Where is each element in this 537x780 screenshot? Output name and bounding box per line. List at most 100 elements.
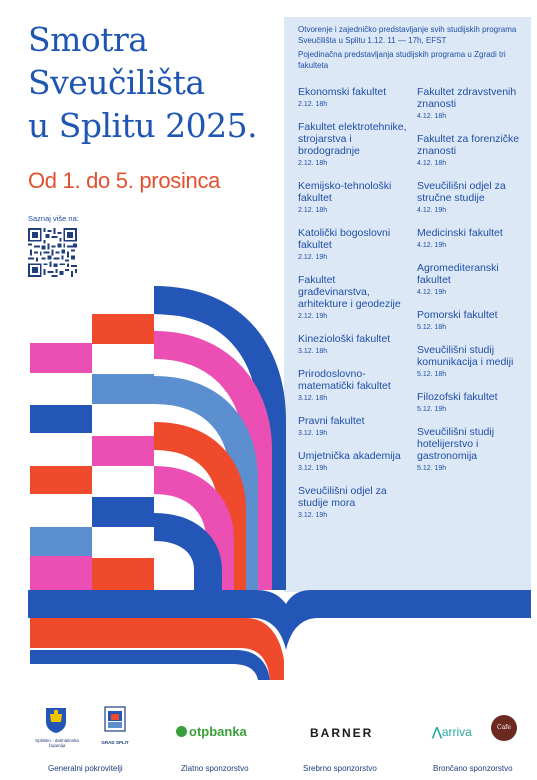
faculty-date: 2.12. 18h: [298, 160, 328, 167]
faculty-date: 3.12. 18h: [298, 395, 328, 402]
faculty-date: 3.12. 18h: [298, 348, 328, 355]
intro-individual: Pojedinačna predstavljanja studijskih pr…: [298, 50, 506, 70]
faculty-name: Sveučilišni studij hotelijerstvo i gastr…: [417, 426, 495, 462]
faculty-date: 4.12. 18h: [417, 113, 447, 120]
city-split-logo-icon[interactable]: [104, 706, 126, 734]
curve-red-1: [153, 422, 246, 590]
block-red-2: [92, 314, 154, 344]
curve-pink-1: [153, 331, 272, 590]
faculty-item: Pomorski fakultet 5.12. 18h: [417, 309, 527, 333]
faculty-name: Sveučilišni odjel za stručne studije: [417, 180, 506, 204]
faculty-item: Ekonomski fakultet 2.12. 18h: [298, 86, 408, 110]
qr-code-icon[interactable]: [28, 228, 77, 277]
title-line-1: Smotra: [28, 20, 148, 59]
faculty-date: 2.12. 18h: [298, 101, 328, 108]
faculty-item: Pravni fakultet 3.12. 19h: [298, 415, 408, 439]
bottom-curves-left: [30, 650, 270, 680]
curve-light-1: [153, 376, 258, 590]
title-line-3: u Splitu 2025.: [28, 106, 258, 145]
faculty-name: Pravni fakultet: [298, 415, 365, 427]
page-red-bottom: [30, 618, 284, 680]
faculty-date: 3.12. 19h: [298, 430, 328, 437]
block-pink-2: [92, 436, 154, 466]
barner-logo[interactable]: BARNER: [310, 726, 374, 740]
faculty-name: Kineziološki fakultet: [298, 333, 391, 345]
arriva-logo[interactable]: ⋀arriva: [432, 725, 472, 739]
faculty-name: Medicinski fakultet: [417, 227, 503, 239]
arriva-mark-icon: ⋀: [432, 725, 442, 739]
faculty-name: Kemijsko-tehnološki fakultet: [298, 180, 392, 204]
county-logo-icon[interactable]: [44, 706, 68, 734]
faculty-name: Fakultet građevinarstva, arhitekture i g…: [298, 274, 401, 310]
otp-swirl-icon: [176, 726, 187, 737]
cafe-mio-logo[interactable]: Cafe mio: [491, 715, 517, 757]
faculty-name: Ekonomski fakultet: [298, 86, 387, 98]
curve-blue-2: [153, 513, 222, 590]
faculty-date: 4.12. 18h: [417, 160, 447, 167]
faculty-date: 5.12. 19h: [417, 406, 447, 413]
faculty-date: 5.12. 18h: [417, 371, 447, 378]
faculty-name: Sveučilišni studij komunikacija i mediji: [417, 344, 514, 368]
faculty-item: Fakultet zdravstvenih znanosti 4.12. 18h: [417, 86, 527, 122]
curve-pink-2: [153, 466, 234, 590]
faculty-name: Sveučilišni odjel za studije mora: [298, 485, 387, 509]
faculty-item: Sveučilišni studij hotelijerstvo i gastr…: [417, 426, 527, 474]
block-light-blue-2: [92, 374, 154, 404]
faculty-date: 3.12. 19h: [298, 512, 328, 519]
faculty-item: Sveučilišni odjel za stručne studije 4.12…: [417, 180, 527, 216]
faculty-item: Prirodoslovno-matematički fakultet 3.12. …: [298, 368, 408, 404]
faculty-date: 2.12. 19h: [298, 254, 328, 261]
block-pink: [30, 343, 92, 373]
poster-title: Smotra Sveučilišta u Splitu 2025.: [28, 18, 258, 147]
faculty-date: 2.12. 18h: [298, 207, 328, 214]
faculty-date: 4.12. 19h: [417, 242, 447, 249]
city-name: GRAD SPLIT: [101, 740, 129, 745]
otp-logo-text: otpbanka: [189, 724, 247, 739]
gold-sponsor-caption: Zlatno sponzorstvo: [181, 764, 249, 773]
block-pink-3: [30, 556, 92, 590]
block-blue: [30, 405, 92, 433]
faculty-item: Katolički bogoslovni fakultet 2.12. 19h: [298, 227, 408, 263]
faculty-name: Katolički bogoslovni fakultet: [298, 227, 391, 251]
faculty-name: Fakultet elektrotehnike, strojarstva i b…: [298, 121, 407, 157]
faculty-item: Sveučilišni studij komunikacija i mediji…: [417, 344, 527, 380]
faculty-name: Umjetnička akademija: [298, 450, 401, 462]
otp-bank-logo[interactable]: otpbanka: [176, 724, 247, 739]
faculty-date: 5.12. 19h: [417, 465, 447, 472]
more-info-label: Saznaj više na:: [28, 214, 79, 223]
faculty-item: Kemijsko-tehnološki fakultet 2.12. 18h: [298, 180, 408, 216]
faculty-date: 5.12. 18h: [417, 324, 447, 331]
faculty-item: Kineziološki fakultet 3.12. 18h: [298, 333, 408, 357]
faculty-item: Fakultet građevinarstva, arhitekture i g…: [298, 274, 408, 322]
schedule-column-left: Ekonomski fakultet 2.12. 18h Fakultet ele…: [298, 86, 408, 532]
block-red-3: [92, 558, 154, 590]
faculty-date: 4.12. 19h: [417, 289, 447, 296]
title-line-2: Sveučilišta: [28, 63, 205, 102]
schedule-intro: Otvorenje i zajedničko predstavljanje sv…: [298, 25, 526, 75]
block-red: [30, 466, 92, 494]
faculty-name: Agromediteranski fakultet: [417, 262, 499, 286]
faculty-name: Prirodoslovno-matematički fakultet: [298, 368, 391, 392]
event-dates: Od 1. do 5. prosinca: [28, 168, 221, 193]
block-light-blue: [30, 527, 92, 557]
faculty-item: Sveučilišni odjel za studije mora 3.12. 1…: [298, 485, 408, 521]
faculty-item: Fakultet elektrotehnike, strojarstva i b…: [298, 121, 408, 169]
faculty-name: Fakultet za forenzičke znanosti: [417, 133, 520, 157]
schedule-column-right: Fakultet zdravstvenih znanosti 4.12. 18h …: [417, 86, 527, 485]
book-base-blue: [28, 590, 531, 650]
faculty-item: Medicinski fakultet 4.12. 19h: [417, 227, 527, 251]
faculty-date: 3.12. 19h: [298, 465, 328, 472]
top-blue-arc: [154, 290, 246, 336]
bronze-sponsor-caption: Brončano sponzorstvo: [433, 764, 513, 773]
faculty-item: Agromediteranski fakultet 4.12. 19h: [417, 262, 527, 298]
faculty-name: Fakultet zdravstvenih znanosti: [417, 86, 517, 110]
faculty-date: 4.12. 19h: [417, 207, 447, 214]
faculty-name: Filozofski fakultet: [417, 391, 498, 403]
intro-opening: Otvorenje i zajedničko predstavljanje sv…: [298, 25, 517, 45]
county-name: Splitsko - dalmatinska županija: [35, 738, 79, 748]
arriva-logo-text: arriva: [441, 725, 472, 739]
schedule-panel: [284, 17, 531, 592]
open-book-artwork: [28, 286, 531, 680]
faculty-date: 2.12. 19h: [298, 313, 328, 320]
block-blue-2: [92, 497, 154, 527]
